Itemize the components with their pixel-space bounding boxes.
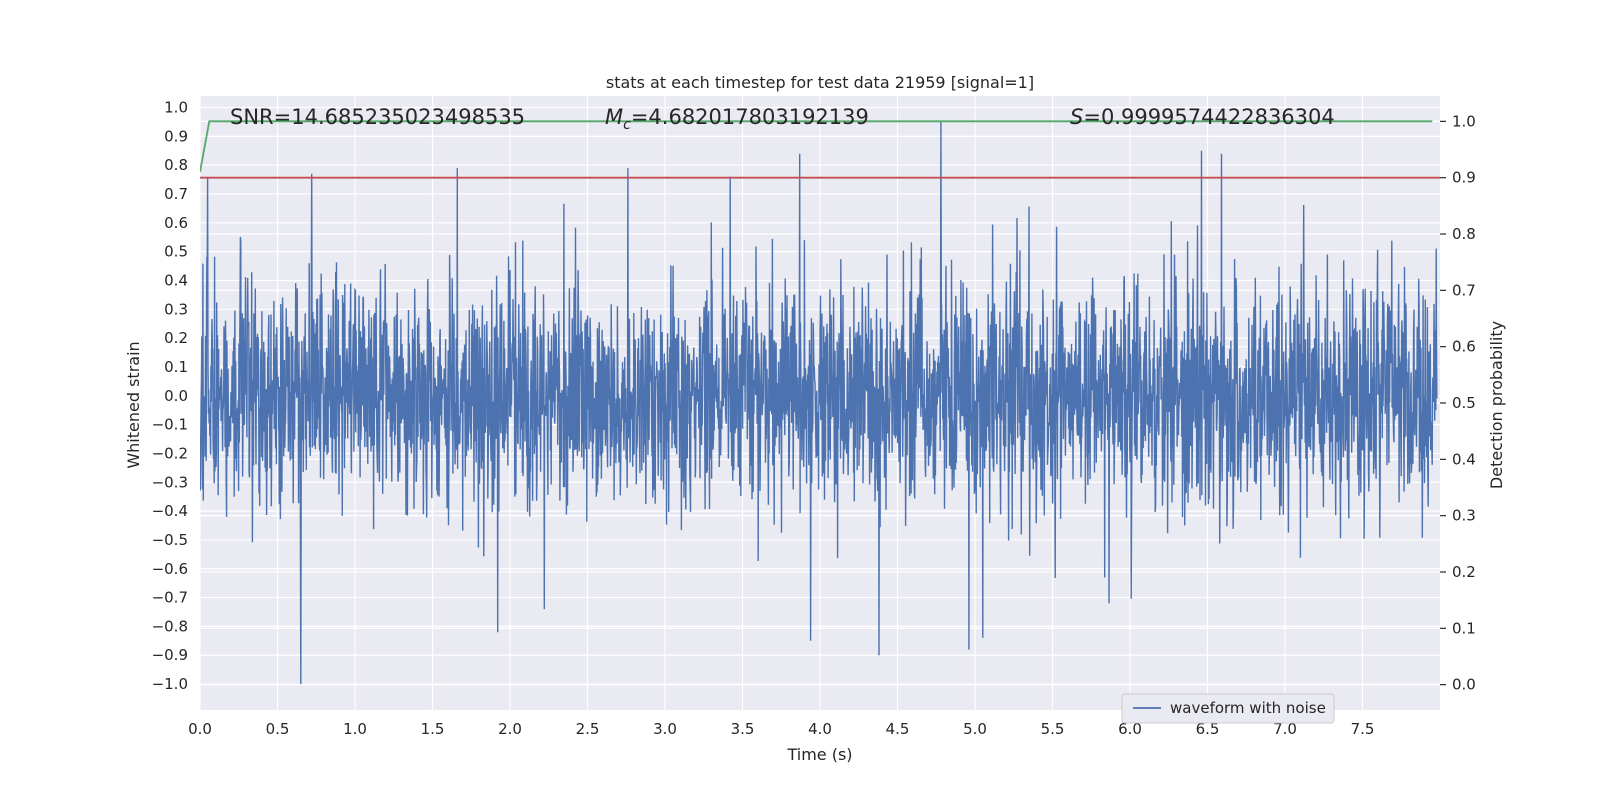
y2-tick-label: 0.0	[1452, 676, 1476, 694]
y-tick-label: 0.5	[164, 243, 188, 261]
y2-tick-label: 1.0	[1452, 112, 1476, 130]
y-tick-label: −0.3	[152, 473, 188, 491]
waveform-series	[200, 121, 1438, 685]
x-tick-label: 5.0	[963, 720, 987, 738]
y-tick-label: −0.9	[152, 646, 188, 664]
y-tick-label: −0.5	[152, 531, 188, 549]
x-tick-label: 3.5	[731, 720, 755, 738]
x-tick-label: 7.5	[1351, 720, 1375, 738]
y-tick-label: −0.4	[152, 502, 188, 520]
x-tick-label: 1.5	[421, 720, 445, 738]
y-tick-label: −1.0	[152, 675, 188, 693]
x-tick-label: 3.0	[653, 720, 677, 738]
y2-axis-ticks: 1.0 0.9 0.8 0.7 0.6 0.5 0.4 0.3 0.2 0.1 0.0	[1440, 112, 1476, 694]
score-annotation: S=0.9999574422836304	[1070, 105, 1335, 129]
y-tick-label: −0.2	[152, 444, 188, 462]
y-tick-label: 0.2	[164, 329, 188, 347]
y2-tick-label: 0.3	[1452, 507, 1476, 525]
legend-box	[1121, 693, 1335, 724]
x-tick-label: 7.0	[1273, 720, 1297, 738]
x-tick-label: 1.0	[343, 720, 367, 738]
y-tick-label: −0.6	[152, 560, 188, 578]
y-tick-label: −0.1	[152, 416, 188, 434]
y-axis-label: Whitened strain	[124, 341, 143, 468]
y2-tick-label: 0.9	[1452, 169, 1476, 187]
legend-label-waveform: waveform with noise	[1170, 699, 1326, 717]
y2-tick-label: 0.4	[1452, 450, 1476, 468]
x-tick-label: 0.0	[188, 720, 212, 738]
chirp-mass-subscript: c	[623, 117, 631, 133]
y2-tick-label: 0.7	[1452, 281, 1476, 299]
score-symbol: S	[1070, 105, 1083, 129]
chirp-mass-value: =4.682017803192139	[631, 105, 869, 129]
y2-tick-label: 0.8	[1452, 225, 1476, 243]
y2-tick-label: 0.6	[1452, 338, 1476, 356]
x-tick-label: 5.5	[1041, 720, 1065, 738]
y2-tick-label: 0.1	[1452, 619, 1476, 637]
snr-annotation: SNR=14.685235023498535	[230, 105, 525, 129]
y-tick-label: 0.1	[164, 358, 188, 376]
score-value: =0.9999574422836304	[1083, 105, 1334, 129]
x-axis-ticks: 0.0 0.5 1.0 1.5 2.0 2.5 3.0 3.5 4.0 4.5 5.0 5.5 6.0 6…	[188, 720, 1374, 738]
x-tick-label: 0.5	[266, 720, 290, 738]
y2-tick-label: 0.5	[1452, 394, 1476, 412]
x-tick-label: 6.5	[1196, 720, 1220, 738]
x-tick-label: 4.0	[808, 720, 832, 738]
chart-title: stats at each timestep for test data 219…	[606, 73, 1034, 92]
legend: waveform with noise	[1121, 693, 1335, 724]
y-tick-label: 0.4	[164, 271, 188, 289]
y-axis-ticks: 1.0 0.9 0.8 0.7 0.6 0.5 0.4 0.3 0.2 0.1 0.0 −0.1 −0.…	[152, 99, 188, 694]
y-tick-label: −0.8	[152, 617, 188, 635]
y-tick-label: 0.3	[164, 300, 188, 318]
x-tick-label: 2.0	[498, 720, 522, 738]
y2-tick-label: 0.2	[1452, 563, 1476, 581]
x-tick-label: 4.5	[886, 720, 910, 738]
y-tick-label: 1.0	[164, 99, 188, 117]
chirp-mass-symbol: M	[605, 105, 623, 129]
waveform-line	[200, 121, 1438, 685]
x-axis-label: Time (s)	[786, 745, 852, 764]
x-tick-label: 6.0	[1118, 720, 1142, 738]
y2-axis-label: Detection probability	[1487, 321, 1506, 489]
chirp-mass-annotation: Mc=4.682017803192139	[605, 105, 869, 133]
y-tick-label: 0.8	[164, 156, 188, 174]
y-tick-label: −0.7	[152, 589, 188, 607]
y-tick-label: 0.6	[164, 214, 188, 232]
probability-line	[200, 120, 1433, 173]
x-tick-label: 2.5	[576, 720, 600, 738]
y-tick-label: 0.0	[164, 387, 188, 405]
y-tick-label: 0.9	[164, 127, 188, 145]
y-tick-label: 0.7	[164, 185, 188, 203]
